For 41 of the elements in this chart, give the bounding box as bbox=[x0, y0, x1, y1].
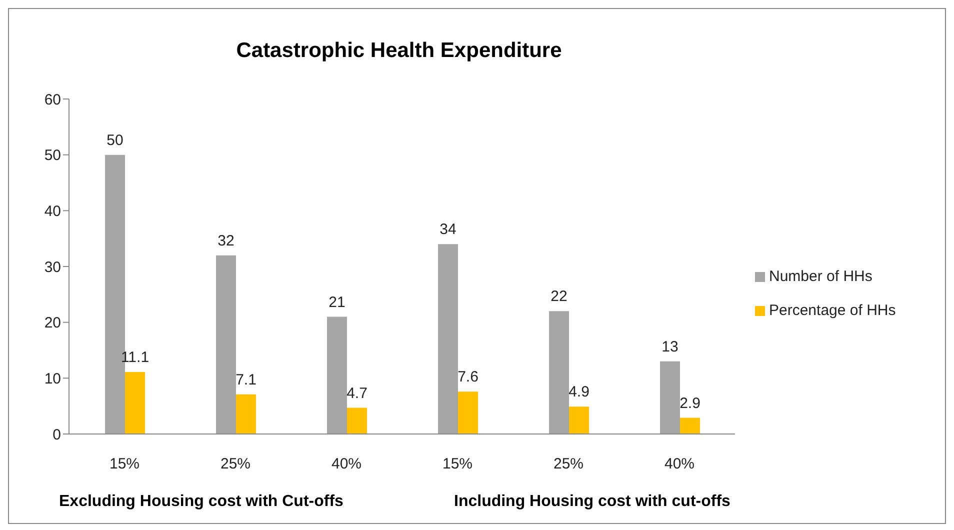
bar bbox=[236, 394, 256, 434]
bar bbox=[347, 408, 367, 434]
x-tick-label: 40% bbox=[331, 456, 362, 473]
bar bbox=[458, 392, 478, 434]
data-label: 13 bbox=[662, 338, 678, 356]
bar bbox=[660, 361, 680, 434]
data-label: 50 bbox=[106, 132, 124, 149]
data-label: 4.9 bbox=[568, 384, 590, 401]
bar bbox=[549, 311, 569, 434]
y-tick-label: 60 bbox=[44, 91, 61, 108]
y-tick-label: 40 bbox=[44, 202, 61, 220]
x-tick-label: 25% bbox=[553, 456, 584, 473]
data-label: 32 bbox=[218, 232, 234, 250]
legend-label: Number of HHs bbox=[769, 268, 872, 285]
x-tick-label: 15% bbox=[442, 456, 473, 473]
y-tick-label: 50 bbox=[44, 147, 61, 164]
data-label: 7.6 bbox=[458, 368, 478, 386]
data-label: 7.1 bbox=[236, 371, 256, 388]
bar bbox=[327, 316, 347, 434]
y-tick-label: 20 bbox=[44, 314, 61, 332]
bar bbox=[680, 418, 700, 434]
x-tick-label: 15% bbox=[109, 456, 140, 473]
data-label: 2.9 bbox=[680, 394, 700, 412]
legend-label: Percentage of HHs bbox=[769, 302, 896, 319]
data-label: 4.7 bbox=[346, 384, 368, 402]
y-tick-label: 30 bbox=[44, 258, 61, 276]
data-label: 34 bbox=[440, 221, 456, 238]
bar bbox=[216, 255, 236, 434]
y-tick-label: 10 bbox=[44, 370, 61, 388]
y-tick-label: 0 bbox=[52, 426, 61, 444]
data-label: 21 bbox=[328, 294, 346, 311]
text: Excluding Housing cost with Cut-offs bbox=[59, 493, 344, 511]
bar bbox=[125, 372, 145, 434]
data-label: 22 bbox=[550, 288, 568, 306]
bar bbox=[438, 244, 458, 434]
x-tick-label: 40% bbox=[664, 456, 695, 473]
x-tick-label: 25% bbox=[220, 456, 251, 473]
data-label: 11.1 bbox=[120, 349, 150, 366]
text: Including Housing cost with cut-offs bbox=[454, 493, 730, 511]
chart-title: Catastrophic Health Expenditure bbox=[235, 39, 563, 63]
bar bbox=[569, 406, 589, 434]
